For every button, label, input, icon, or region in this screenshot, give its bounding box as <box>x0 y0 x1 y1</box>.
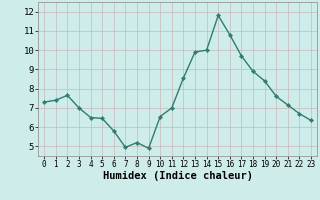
X-axis label: Humidex (Indice chaleur): Humidex (Indice chaleur) <box>103 171 252 181</box>
